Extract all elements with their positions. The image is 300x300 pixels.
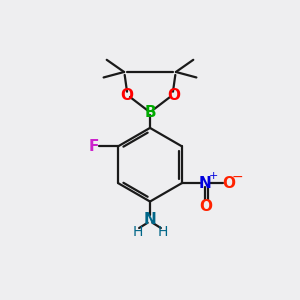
Text: N: N <box>144 212 156 227</box>
Text: +: + <box>209 171 218 181</box>
Text: O: O <box>120 88 133 103</box>
Text: O: O <box>222 176 235 190</box>
Text: O: O <box>199 199 212 214</box>
Text: −: − <box>232 169 244 184</box>
Text: N: N <box>199 176 212 190</box>
Text: B: B <box>144 105 156 120</box>
Text: H: H <box>157 225 168 239</box>
Text: O: O <box>167 88 180 103</box>
Text: H: H <box>132 225 143 239</box>
Text: F: F <box>89 139 99 154</box>
